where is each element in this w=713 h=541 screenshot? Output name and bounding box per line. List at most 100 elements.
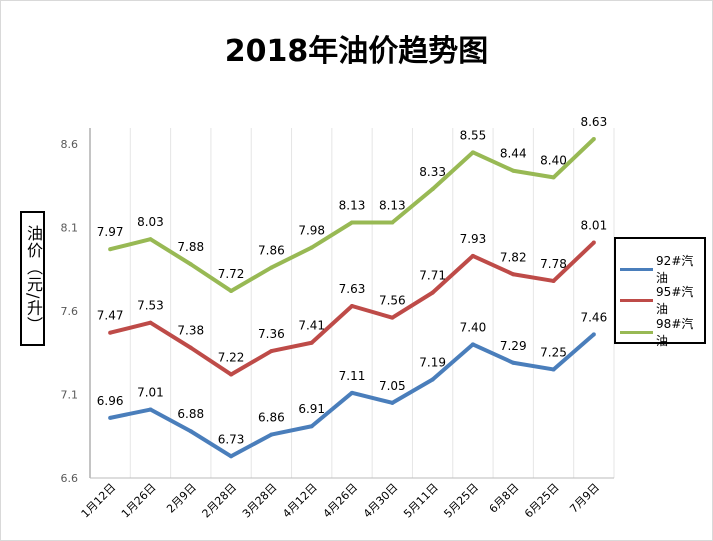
y-tick-label: 6.6 [61,472,79,485]
legend-label: 92#汽油 [656,254,694,285]
data-point [591,332,596,337]
data-point [350,390,354,395]
data-point [148,320,153,325]
data-point [108,415,113,420]
data-label: 7.38 [177,324,204,338]
data-label: 6.73 [218,432,245,446]
data-label: 8.55 [460,128,487,142]
data-label: 6.91 [298,402,325,416]
data-point [350,303,354,308]
data-point [511,272,516,277]
data-label: 7.98 [298,224,325,238]
plot-background [90,128,614,478]
data-point [309,424,314,429]
data-label: 7.46 [580,310,607,324]
data-label: 7.56 [379,294,406,308]
x-tick-label: 5月25日 [441,481,481,521]
data-label: 6.86 [258,411,285,425]
x-tick-label: 6月25日 [522,481,562,521]
data-label: 7.19 [419,355,446,369]
legend-item-95: 95#汽油 [620,283,704,317]
data-label: 7.11 [339,369,366,383]
data-label: 8.63 [580,115,607,129]
data-point [430,377,435,382]
data-point [390,315,395,320]
data-label: 7.72 [218,267,245,281]
x-tick-label: 2月28日 [200,481,240,521]
data-point [430,187,435,192]
data-label: 8.13 [379,198,406,212]
y-tick-label: 8.1 [61,222,79,235]
x-tick-label: 3月28日 [240,481,280,521]
legend: 92#汽油 95#汽油 98#汽油 [614,237,706,348]
data-point [591,240,596,245]
legend-swatch [620,298,654,302]
x-tick-label: 1月12日 [79,481,119,521]
data-label: 8.33 [419,165,446,179]
data-label: 7.86 [258,244,285,258]
y-axis-label: 油价（元/升） [20,211,45,346]
x-tick-label: 4月26日 [321,481,361,521]
data-point [551,278,556,283]
data-point [108,247,113,252]
legend-label: 98#汽油 [656,317,694,348]
data-label: 8.13 [339,198,366,212]
data-point [188,429,193,434]
x-tick-label: 4月12日 [280,481,320,521]
legend-swatch [620,267,654,271]
data-point [470,342,475,347]
data-label: 7.82 [500,250,527,264]
legend-item-98: 98#汽油 [620,315,704,349]
data-point [511,168,516,173]
x-tick-label: 6月8日 [487,481,522,516]
y-tick-label: 7.1 [61,389,79,402]
data-label: 7.88 [177,240,204,254]
data-label: 7.93 [460,232,487,246]
chart-title: 2018年油价趋势图 [224,34,489,69]
data-label: 8.01 [580,219,607,233]
data-label: 7.71 [419,269,446,283]
data-label: 8.03 [137,215,164,229]
data-point [350,220,354,225]
data-point [470,253,475,258]
data-label: 7.22 [218,350,245,364]
data-point [390,400,395,405]
data-point [148,237,153,242]
data-label: 7.36 [258,327,285,341]
data-label: 7.97 [97,225,124,239]
data-label: 7.47 [97,309,124,323]
legend-swatch [620,330,654,334]
data-point [269,265,274,270]
data-point [269,432,274,437]
data-label: 7.01 [137,386,164,400]
data-point [511,360,516,365]
data-point [390,220,395,225]
legend-item-92: 92#汽油 [620,252,704,286]
y-tick-label: 7.6 [61,305,79,318]
data-point [229,454,234,459]
data-point [108,330,113,335]
data-label: 7.53 [137,299,164,313]
data-point [309,340,314,345]
data-point [188,262,193,267]
data-label: 7.25 [540,345,567,359]
data-point [229,372,234,377]
data-label: 8.40 [540,153,567,167]
legend-label: 95#汽油 [656,285,694,316]
data-label: 8.44 [500,147,527,161]
data-point [551,175,556,180]
data-point [309,245,314,250]
data-label: 6.96 [97,394,124,408]
data-label: 7.63 [339,282,366,296]
data-label: 7.29 [500,339,527,353]
data-point [229,288,234,293]
data-label: 7.40 [460,320,487,334]
data-label: 6.88 [177,407,204,421]
data-point [188,345,193,350]
x-tick-label: 2月9日 [164,481,199,516]
data-point [470,150,475,155]
data-label: 7.41 [298,319,325,333]
x-tick-label: 5月11日 [401,481,441,521]
data-label: 7.78 [540,257,567,271]
